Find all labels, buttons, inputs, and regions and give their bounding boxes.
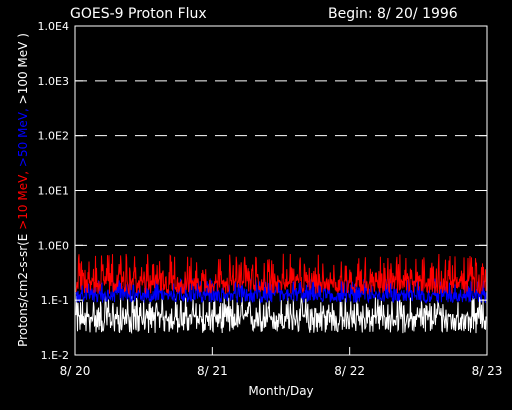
x-tick-label: 8/ 21 xyxy=(197,364,228,378)
y-tick-label: 1.E-1 xyxy=(41,294,69,307)
series-line xyxy=(75,295,487,335)
y-tick-label: 1.0E1 xyxy=(38,185,69,198)
y-axis-label: Protons/cm2-s-sr(E >10 MeV, >50 MeV, >10… xyxy=(16,33,30,347)
y-tick-label: 1.0E4 xyxy=(38,20,69,33)
y-tick-label: 1.E-2 xyxy=(41,349,69,362)
grid-lines xyxy=(75,80,487,246)
y-tick-label: 1.0E3 xyxy=(38,75,69,88)
series-line xyxy=(75,253,487,296)
y-axis-label-part: Protons/cm2-s-sr(E xyxy=(16,230,30,347)
y-axis-label-part: >10 MeV, xyxy=(16,167,30,230)
x-tick-label: 8/ 23 xyxy=(472,364,503,378)
y-axis-label-part: >100 MeV ) xyxy=(16,33,30,104)
chart-title: GOES-9 Proton Flux xyxy=(70,6,207,22)
series-layer xyxy=(75,253,487,335)
x-tick-label: 8/ 20 xyxy=(60,364,91,378)
x-axis: 8/ 20 8/ 21 8/ 22 8/ 23 xyxy=(60,347,503,378)
x-tick-label: 8/ 22 xyxy=(334,364,365,378)
y-tick-label: 1.0E2 xyxy=(38,130,69,143)
y-axis: 1.E-2 1.E-1 1.0E0 1.0E1 1.0E2 1.0E3 1.0E4 xyxy=(38,20,487,362)
begin-date-label: Begin: 8/ 20/ 1996 xyxy=(328,6,458,22)
x-axis-label: Month/Day xyxy=(248,384,313,398)
y-tick-label: 1.0E0 xyxy=(38,239,69,252)
y-axis-label-part: >50 MeV, xyxy=(16,104,30,167)
